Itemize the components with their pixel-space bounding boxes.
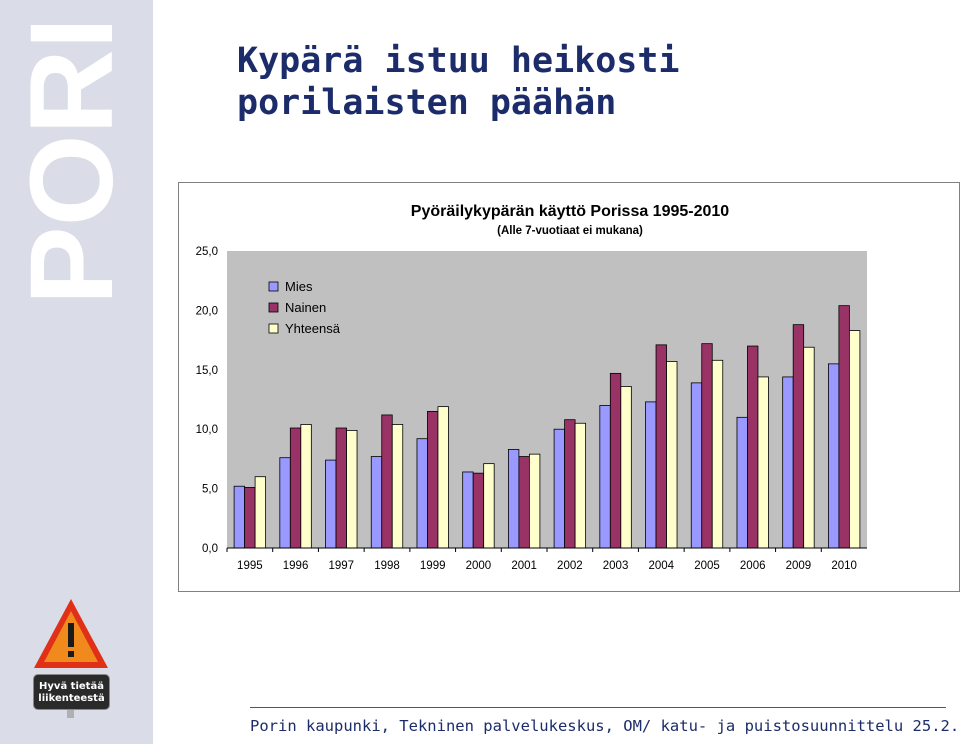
legend-label-yhteensa: Yhteensä — [285, 321, 341, 336]
bar-nainen-1999 — [427, 410, 439, 549]
bar-yhteensa-2004 — [666, 361, 678, 549]
x-tick-label: 1996 — [283, 560, 309, 572]
bar-yhteensa-2005 — [711, 359, 724, 549]
legend-swatch-yhteensa — [268, 323, 279, 334]
x-tick-label: 2005 — [694, 560, 720, 572]
bar-yhteensa-1996 — [300, 424, 312, 549]
y-tick-label: 10,0 — [196, 424, 218, 436]
y-tick-label: 15,0 — [196, 365, 218, 377]
title-line-2: porilaisten päähän — [237, 83, 617, 123]
bar-yhteensa-2002 — [574, 422, 587, 549]
chart-title: Pyöräilykypärän käyttö Porissa 1995-2010 — [411, 203, 730, 220]
chart: Pyöräilykypärän käyttö Porissa 1995-2010… — [196, 203, 867, 572]
warning-triangle-icon — [34, 599, 108, 668]
page-title: Kypärä istuu heikosti porilaisten päähän — [237, 40, 937, 124]
bar-yhteensa-2001 — [528, 453, 541, 549]
bar-mies-2005 — [690, 382, 703, 549]
x-tick-label: 2006 — [740, 560, 766, 572]
badge-line-2: liikenteestä — [38, 693, 105, 704]
x-tick-label: 2002 — [557, 560, 583, 572]
bar-yhteensa-2000 — [483, 463, 495, 549]
title-line-1: Kypärä istuu heikosti — [237, 41, 680, 81]
bar-nainen-2003 — [609, 372, 622, 549]
bar-mies-1999 — [416, 438, 428, 549]
x-tick-label: 1995 — [237, 560, 263, 572]
y-tick-label: 20,0 — [196, 305, 218, 317]
bar-yhteensa-2006 — [757, 376, 769, 549]
bar-yhteensa-1997 — [346, 429, 358, 549]
x-tick-label: 2009 — [786, 560, 812, 572]
bar-mies-2009 — [782, 376, 794, 549]
y-tick-label: 25,0 — [196, 246, 218, 258]
x-tick-label: 1999 — [420, 560, 446, 572]
bar-nainen-2009 — [792, 324, 805, 549]
bar-nainen-2000 — [472, 472, 485, 549]
bar-nainen-2002 — [564, 419, 576, 549]
badge-line-1: Hyvä tietää — [39, 681, 104, 692]
bar-mies-2010 — [827, 363, 840, 549]
plot-area — [227, 251, 867, 548]
bar-mies-2006 — [736, 416, 748, 549]
x-tick-label: 2004 — [648, 560, 674, 572]
chart-frame: Pyöräilykypärän käyttö Porissa 1995-2010… — [178, 182, 960, 592]
bar-nainen-1997 — [335, 427, 347, 549]
x-tick-label: 1997 — [328, 560, 354, 572]
legend: Mies Nainen Yhteensä — [268, 279, 341, 336]
bar-nainen-2004 — [655, 344, 667, 549]
bar-mies-2004 — [645, 401, 657, 549]
side-logo: PORI — [6, 25, 138, 305]
x-tick-label: 1998 — [374, 560, 400, 572]
x-tick-label: 2003 — [603, 560, 629, 572]
bar-mies-1996 — [279, 457, 291, 549]
bar-mies-2003 — [599, 405, 611, 549]
bar-mies-1998 — [370, 456, 383, 549]
bar-nainen-1996 — [289, 427, 302, 549]
bar-nainen-2001 — [518, 456, 530, 549]
sign-post — [67, 710, 74, 718]
bar-nainen-2010 — [838, 305, 850, 549]
footer-text: Porin kaupunki, Tekninen palvelukeskus, … — [250, 717, 960, 735]
bar-yhteensa-1999 — [437, 406, 449, 549]
y-tick-label: 0,0 — [202, 543, 218, 555]
bar-nainen-1995 — [244, 487, 256, 549]
legend-swatch-mies — [268, 281, 279, 292]
side-logo-text: PORI — [6, 25, 138, 305]
x-tick-label: 2010 — [831, 560, 857, 572]
bar-yhteensa-2009 — [803, 346, 815, 549]
bar-mies-1997 — [325, 459, 337, 549]
bar-mies-2000 — [462, 471, 474, 549]
y-tick-label: 5,0 — [202, 484, 218, 496]
bar-nainen-2005 — [701, 343, 713, 549]
legend-label-nainen: Nainen — [285, 300, 326, 315]
bar-yhteensa-1995 — [254, 476, 267, 549]
bar-nainen-1998 — [381, 414, 393, 549]
bar-mies-2001 — [507, 448, 520, 549]
legend-label-mies: Mies — [285, 279, 313, 294]
x-tick-label: 2001 — [511, 560, 537, 572]
bar-mies-2002 — [553, 428, 566, 549]
bar-mies-1995 — [233, 485, 246, 549]
chart-subtitle: (Alle 7-vuotiaat ei mukana) — [497, 225, 643, 237]
bar-nainen-2006 — [747, 345, 759, 549]
legend-swatch-nainen — [268, 302, 279, 313]
bar-yhteensa-1998 — [391, 424, 404, 549]
bar-yhteensa-2003 — [620, 386, 632, 549]
x-tick-label: 2000 — [466, 560, 492, 572]
footer-divider — [250, 707, 946, 708]
bar-yhteensa-2010 — [848, 330, 861, 549]
info-badge: Hyvä tietää liikenteestä — [33, 674, 110, 710]
